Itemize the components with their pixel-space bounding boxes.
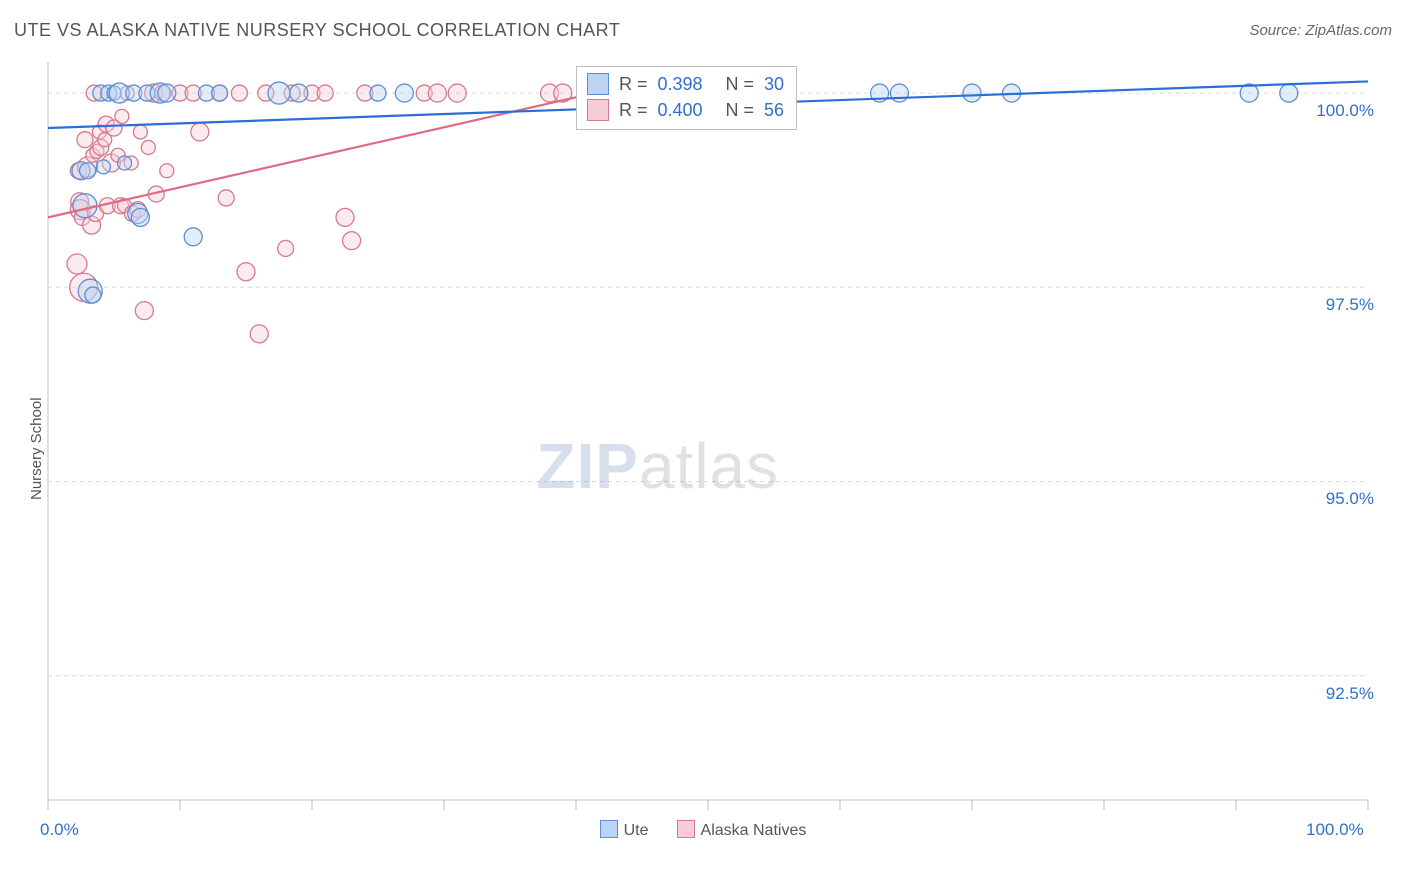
chart-container: UTE VS ALASKA NATIVE NURSERY SCHOOL CORR…: [0, 0, 1406, 892]
y-tick: 92.5%: [1326, 684, 1374, 704]
data-point: [370, 85, 386, 101]
data-point: [133, 125, 147, 139]
data-point: [428, 84, 446, 102]
data-point: [317, 85, 333, 101]
data-point: [250, 325, 268, 343]
data-point: [343, 232, 361, 250]
correlation-row: R = 0.400 N = 56: [587, 97, 784, 123]
data-point: [290, 84, 308, 102]
y-tick: 97.5%: [1326, 295, 1374, 315]
legend-label: Ute: [624, 822, 649, 839]
data-point: [336, 208, 354, 226]
data-point: [278, 240, 294, 256]
legend-swatch: [587, 99, 609, 121]
n-label: N =: [726, 74, 755, 95]
correlation-row: R = 0.398 N = 30: [587, 71, 784, 97]
n-value: 56: [764, 100, 784, 121]
n-value: 30: [764, 74, 784, 95]
data-point: [237, 263, 255, 281]
y-tick: 100.0%: [1316, 101, 1374, 121]
data-point: [131, 208, 149, 226]
data-point: [96, 160, 110, 174]
data-point: [141, 140, 155, 154]
data-point: [212, 85, 228, 101]
data-point: [118, 156, 132, 170]
data-point: [890, 84, 908, 102]
data-point: [158, 84, 176, 102]
data-point: [67, 254, 87, 274]
trend-line: [48, 85, 629, 217]
data-point: [135, 302, 153, 320]
legend-item: Ute: [600, 822, 649, 839]
r-label: R =: [619, 100, 648, 121]
data-point: [231, 85, 247, 101]
data-point: [218, 190, 234, 206]
data-point: [184, 228, 202, 246]
r-value: 0.398: [658, 74, 716, 95]
y-tick: 95.0%: [1326, 489, 1374, 509]
data-point: [448, 84, 466, 102]
data-point: [80, 163, 96, 179]
data-point: [395, 84, 413, 102]
data-point: [963, 84, 981, 102]
correlation-legend: R = 0.398 N = 30 R = 0.400 N = 56: [576, 66, 797, 130]
data-point: [160, 164, 174, 178]
data-point: [73, 194, 97, 218]
legend-swatch: [587, 73, 609, 95]
legend-swatch: [600, 820, 618, 838]
r-label: R =: [619, 74, 648, 95]
series-legend: Ute Alaska Natives: [0, 820, 1406, 840]
n-label: N =: [726, 100, 755, 121]
r-value: 0.400: [658, 100, 716, 121]
legend-label: Alaska Natives: [701, 822, 807, 839]
data-point: [1280, 84, 1298, 102]
data-point: [268, 82, 290, 104]
data-point: [115, 109, 129, 123]
data-point: [85, 287, 101, 303]
chart-svg: [0, 0, 1406, 892]
data-point: [191, 123, 209, 141]
legend-item: Alaska Natives: [677, 822, 807, 839]
legend-swatch: [677, 820, 695, 838]
data-point: [77, 132, 93, 148]
